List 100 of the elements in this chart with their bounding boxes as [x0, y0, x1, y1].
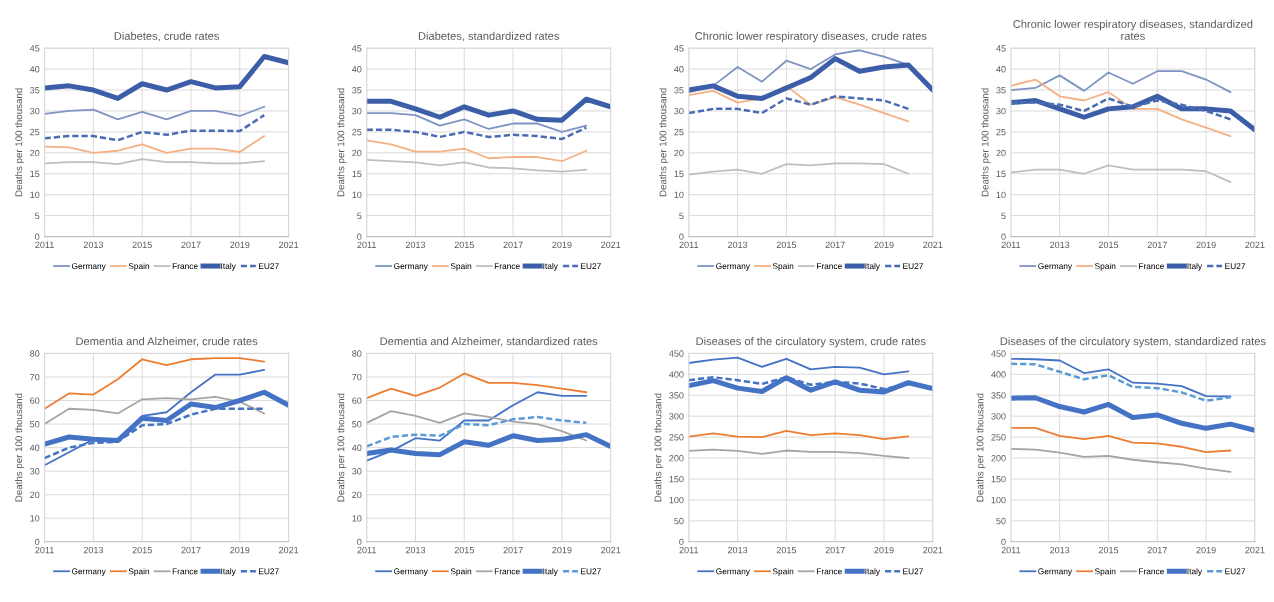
x-tick-label: 2013: [1050, 546, 1070, 554]
legend-label: Germany: [1038, 263, 1073, 271]
y-tick-label: 400: [991, 371, 1006, 378]
legend-label: EU27: [1225, 263, 1246, 270]
y-tick-label: 30: [674, 107, 684, 115]
line-series: [688, 356, 910, 376]
y-tick-label: 35: [352, 87, 362, 94]
legend-label: Germany: [1038, 568, 1073, 576]
y-tick-label: 20: [674, 149, 684, 157]
legend-label: Italy: [865, 262, 880, 271]
y-tick-label: 15: [352, 170, 362, 178]
y-tick-label: 5: [1001, 212, 1006, 219]
legend-label: EU27: [581, 263, 601, 270]
x-tick-label: 2021: [1245, 241, 1265, 249]
y-tick-label: 0: [357, 233, 362, 240]
y-tick-label: 15: [674, 170, 684, 178]
y-tick-label: 250: [991, 434, 1006, 441]
y-tick-label: 300: [669, 413, 684, 420]
y-tick-label: 35: [674, 87, 684, 94]
x-tick-label: 2013: [728, 546, 748, 554]
x-tick-label: 2015: [454, 546, 474, 554]
y-axis-title: Deaths per 100 thousand: [659, 88, 669, 197]
y-tick-label: 200: [669, 455, 684, 462]
chart-title: Dementia and Alzheimer, crude rates: [76, 337, 258, 347]
y-tick-label: 10: [996, 191, 1006, 199]
x-tick-label: 2015: [1098, 241, 1119, 249]
line-series: [366, 415, 588, 448]
x-tick-label: 2017: [503, 241, 523, 249]
legend-label: France: [172, 568, 198, 575]
y-tick-label: 25: [30, 128, 40, 136]
y-tick-label: 30: [30, 107, 40, 115]
legend-label: Germany: [394, 568, 428, 576]
y-tick-label: 60: [30, 397, 40, 404]
y-tick-label: 0: [357, 538, 362, 546]
x-tick-label: 2011: [35, 241, 54, 249]
x-tick-label: 2013: [83, 241, 104, 249]
legend-label: EU27: [903, 568, 923, 575]
y-tick-label: 50: [30, 421, 40, 428]
x-tick-label: 2021: [1245, 546, 1265, 554]
y-tick-label: 450: [669, 350, 684, 357]
y-tick-label: 0: [1001, 233, 1006, 240]
y-tick-label: 350: [669, 392, 684, 399]
legend-label: Germany: [71, 263, 106, 271]
line-series: [44, 396, 266, 425]
line-series: [366, 139, 588, 163]
line-series: [688, 95, 910, 115]
x-tick-label: 2021: [279, 546, 299, 554]
legend-label: Spain: [450, 262, 472, 271]
y-tick-label: 30: [996, 107, 1006, 115]
y-tick-label: 45: [29, 45, 40, 52]
y-tick-label: 35: [30, 87, 40, 94]
x-tick-label: 2013: [83, 546, 104, 554]
y-axis-title: Deaths per 100 thousand: [981, 88, 991, 197]
x-tick-label: 2019: [874, 241, 894, 249]
legend-label: Italy: [1187, 262, 1203, 271]
x-tick-label: 2015: [776, 546, 797, 554]
legend-label: France: [494, 263, 520, 270]
line-series: [366, 126, 588, 141]
line-series: [688, 429, 910, 441]
y-tick-label: 100: [991, 496, 1006, 504]
line-series: [1010, 97, 1232, 121]
y-tick-label: 45: [674, 45, 684, 52]
x-tick-label: 2021: [923, 546, 943, 554]
y-tick-label: 20: [30, 491, 40, 499]
line-series: [688, 162, 910, 176]
y-tick-label: 20: [352, 149, 362, 157]
x-tick-label: 2013: [1050, 241, 1070, 249]
y-tick-label: 40: [996, 66, 1006, 73]
y-tick-label: 25: [996, 128, 1006, 136]
legend-label: France: [1139, 568, 1164, 575]
legend-label: EU27: [259, 568, 279, 575]
x-tick-label: 2019: [1196, 546, 1216, 554]
chart-title: Dementia and Alzheimer, standardized rates: [380, 337, 598, 347]
y-tick-label: 50: [674, 517, 684, 525]
y-tick-label: 25: [674, 128, 684, 136]
line-series: [1010, 70, 1232, 94]
legend-label: Spain: [772, 568, 794, 576]
x-tick-label: 2019: [230, 546, 250, 554]
y-axis-title: Deaths per 100 thousand: [15, 393, 25, 502]
x-tick-label: 2015: [132, 241, 152, 249]
x-tick-label: 2011: [679, 241, 699, 249]
legend-label: EU27: [1225, 568, 1246, 575]
x-tick-label: 2021: [923, 241, 943, 249]
y-tick-label: 350: [991, 392, 1006, 399]
line-series: [366, 410, 588, 442]
chart-title: Diseases of the circulatory system, crude rates: [696, 337, 926, 348]
x-tick-label: 2011: [1001, 241, 1021, 249]
line-series: [366, 112, 588, 133]
legend-label: Spain: [772, 262, 794, 271]
x-tick-label: 2011: [35, 546, 54, 554]
line-series: [1010, 164, 1232, 184]
y-tick-label: 25: [352, 128, 362, 136]
legend-label: Italy: [1187, 568, 1203, 576]
y-tick-label: 15: [30, 170, 40, 178]
y-tick-label: 50: [996, 517, 1006, 525]
y-tick-label: 0: [35, 233, 40, 240]
line-series: [44, 105, 266, 121]
x-tick-label: 2011: [1001, 546, 1021, 554]
line-series: [1010, 78, 1232, 137]
legend-label: Germany: [394, 263, 428, 271]
